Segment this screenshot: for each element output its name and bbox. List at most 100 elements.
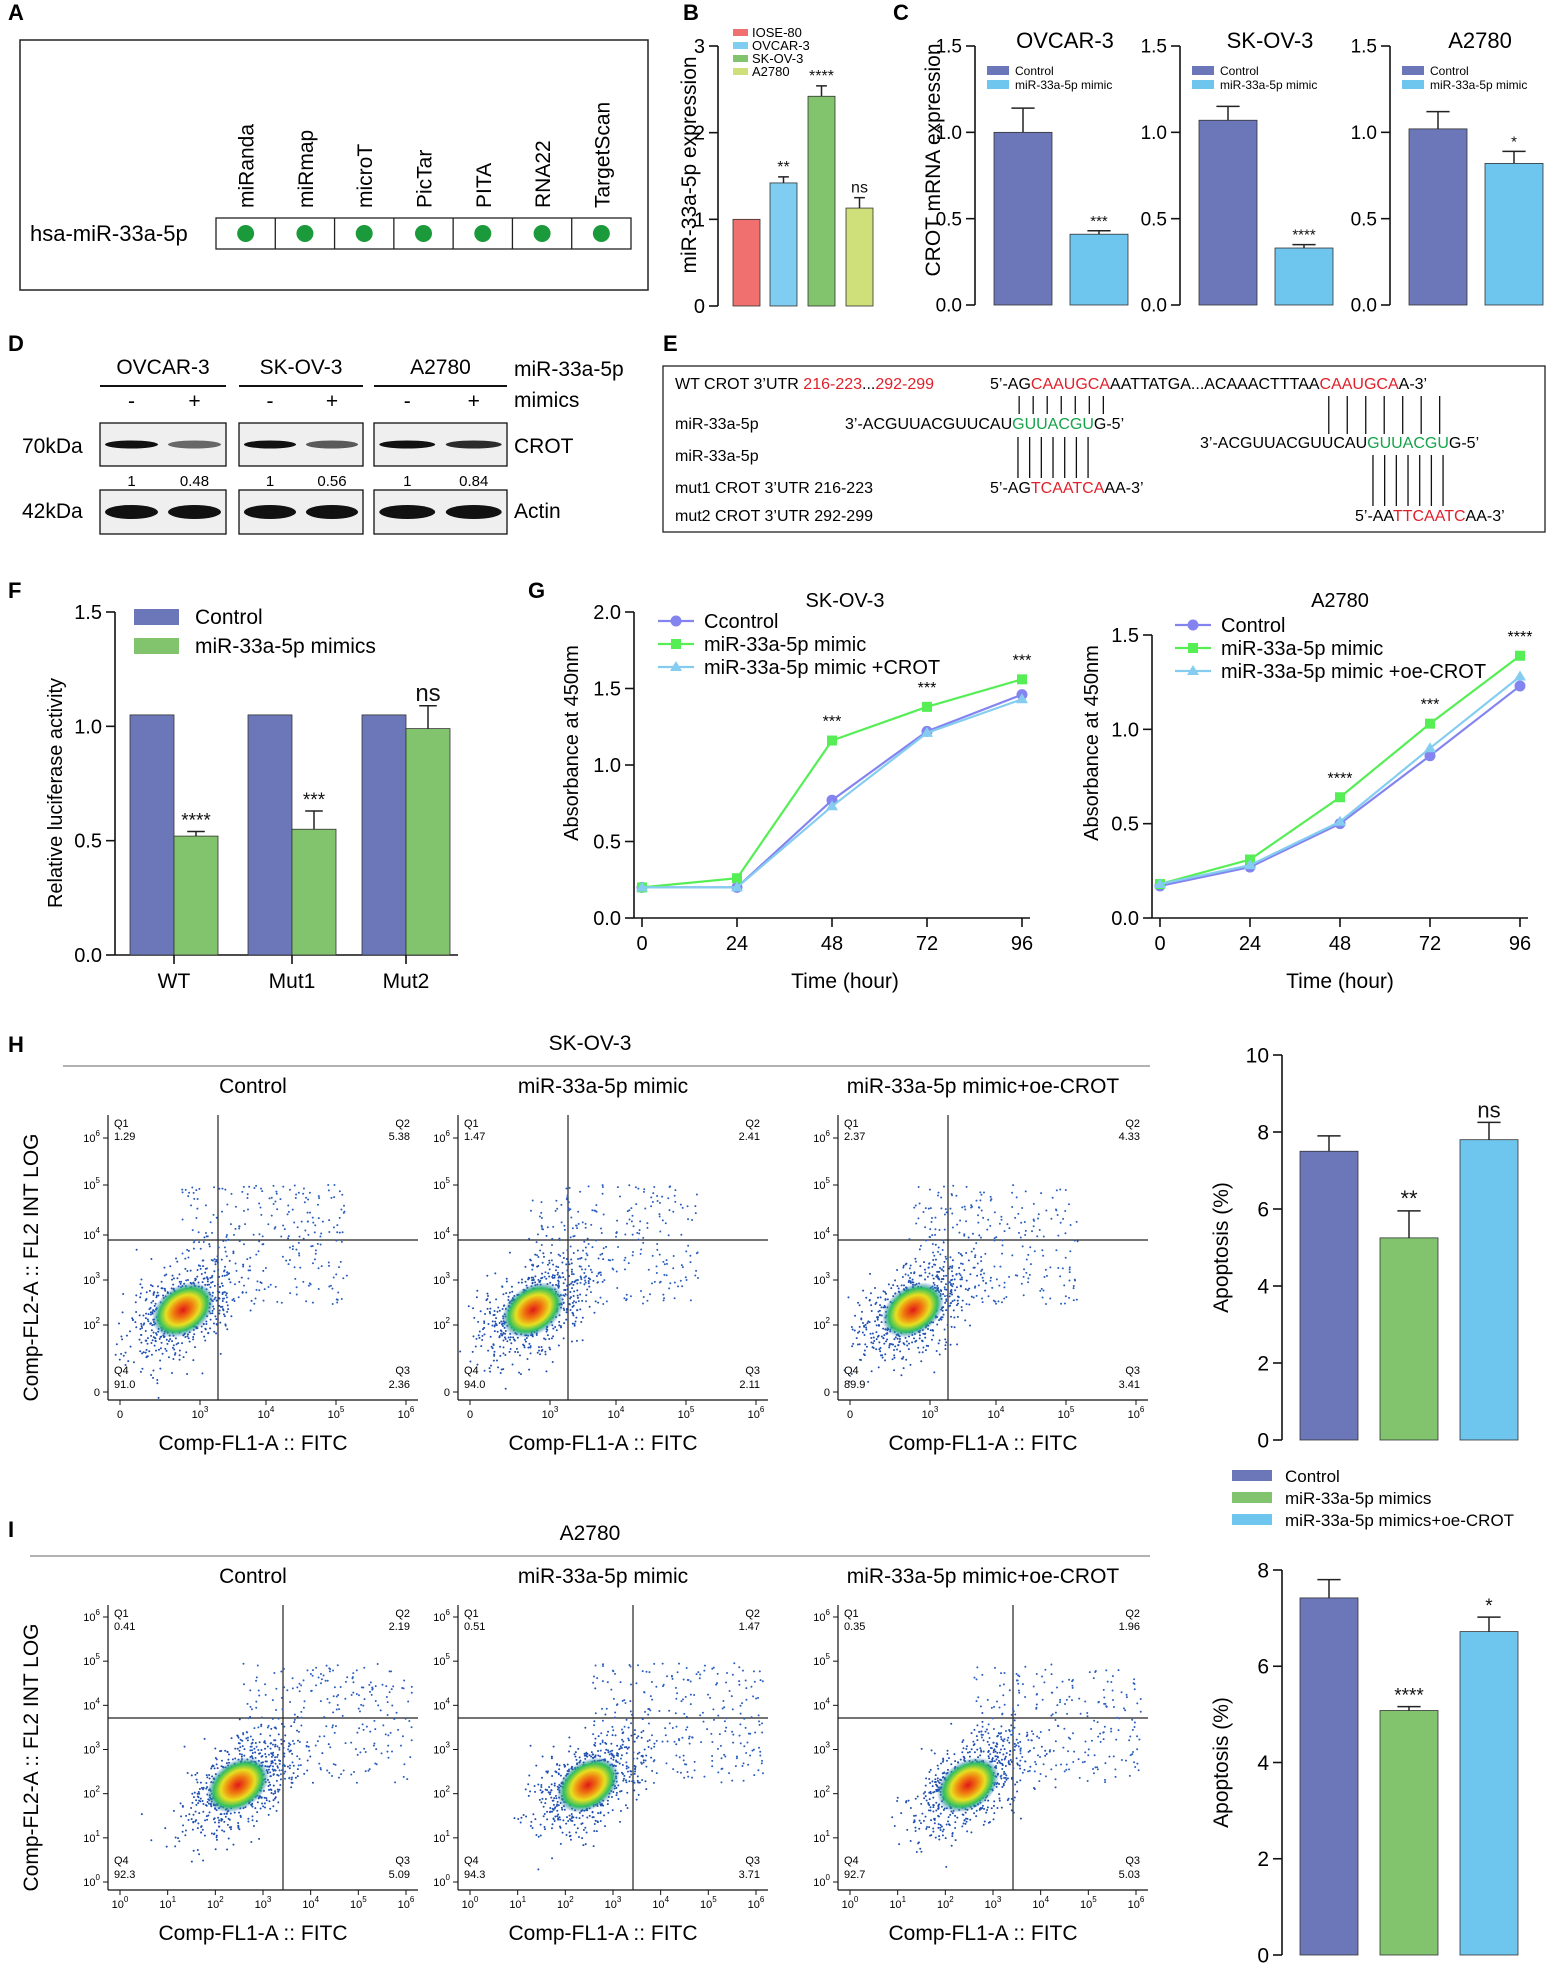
- event-dot: [591, 1209, 593, 1211]
- event-dot: [411, 1726, 413, 1728]
- event-dot: [290, 1786, 292, 1788]
- event-dot: [534, 1275, 536, 1277]
- event-dot: [549, 1807, 551, 1809]
- event-dot: [563, 1289, 565, 1291]
- event-dot: [659, 1231, 661, 1233]
- event-dot: [562, 1832, 564, 1834]
- flow-y-tick-label: 103: [433, 1271, 450, 1287]
- event-dot: [656, 1195, 658, 1197]
- event-dot: [298, 1731, 300, 1733]
- event-dot: [571, 1817, 573, 1819]
- event-dot: [1000, 1216, 1002, 1218]
- event-dot: [544, 1828, 546, 1830]
- event-dot: [557, 1280, 559, 1282]
- event-dot: [283, 1686, 285, 1688]
- event-dot: [945, 1283, 947, 1285]
- event-dot: [619, 1196, 621, 1198]
- point-mimic: [1017, 674, 1027, 684]
- event-dot: [519, 1354, 521, 1356]
- event-dot: [540, 1784, 542, 1786]
- x-tick-label: 0: [636, 933, 647, 955]
- event-dot: [1020, 1237, 1022, 1239]
- event-dot: [213, 1270, 215, 1272]
- event-dot: [1057, 1267, 1059, 1269]
- event-dot: [1064, 1210, 1066, 1212]
- event-dot: [162, 1353, 164, 1355]
- event-dot: [620, 1681, 622, 1683]
- event-dot: [998, 1285, 1000, 1287]
- event-dot: [554, 1820, 556, 1822]
- event-dot: [938, 1271, 940, 1273]
- event-dot: [629, 1218, 631, 1220]
- event-dot: [745, 1752, 747, 1754]
- event-dot: [656, 1243, 658, 1245]
- event-dot: [319, 1735, 321, 1737]
- event-dot: [571, 1813, 573, 1815]
- event-dot: [1069, 1250, 1071, 1252]
- event-dot: [957, 1295, 959, 1297]
- event-dot: [120, 1335, 122, 1337]
- event-dot: [497, 1307, 499, 1309]
- blot-band: [105, 505, 158, 519]
- event-dot: [126, 1335, 128, 1337]
- event-dot: [359, 1751, 361, 1753]
- event-dot: [494, 1325, 496, 1327]
- event-dot: [161, 1287, 163, 1289]
- event-dot: [139, 1296, 141, 1298]
- event-dot: [961, 1206, 963, 1208]
- event-dot: [272, 1752, 274, 1754]
- event-dot: [1027, 1281, 1029, 1283]
- event-dot: [996, 1278, 998, 1280]
- event-dot: [1068, 1280, 1070, 1282]
- event-dot: [873, 1347, 875, 1349]
- event-dot: [385, 1733, 387, 1735]
- event-dot: [512, 1336, 514, 1338]
- event-dot: [644, 1208, 646, 1210]
- event-dot: [1011, 1206, 1013, 1208]
- event-dot: [965, 1252, 967, 1254]
- event-dot: [323, 1735, 325, 1737]
- event-dot: [936, 1274, 938, 1276]
- event-dot: [369, 1691, 371, 1693]
- event-dot: [643, 1759, 645, 1761]
- event-dot: [385, 1685, 387, 1687]
- event-dot: [555, 1771, 557, 1773]
- event-dot: [1001, 1301, 1003, 1303]
- event-dot: [171, 1340, 173, 1342]
- event-dot: [235, 1262, 237, 1264]
- event-dot: [150, 1374, 152, 1376]
- event-dot: [340, 1773, 342, 1775]
- event-dot: [666, 1274, 668, 1276]
- event-dot: [176, 1261, 178, 1263]
- event-dot: [197, 1827, 199, 1829]
- event-dot: [557, 1819, 559, 1821]
- event-dot: [190, 1807, 192, 1809]
- legend-swatch-a2780: [733, 68, 748, 75]
- event-dot: [198, 1812, 200, 1814]
- event-dot: [246, 1731, 248, 1733]
- event-dot: [270, 1728, 272, 1730]
- event-dot: [615, 1236, 617, 1238]
- event-dot: [961, 1309, 963, 1311]
- event-dot: [596, 1677, 598, 1679]
- event-dot: [127, 1360, 129, 1362]
- panelH-flow-title-1: miR-33a-5p mimic: [518, 1075, 688, 1098]
- event-dot: [303, 1707, 305, 1709]
- event-dot: [269, 1775, 271, 1777]
- event-dot: [1004, 1282, 1006, 1284]
- event-dot: [312, 1262, 314, 1264]
- c-legend-mimic: miR-33a-5p mimic: [1015, 78, 1112, 92]
- event-dot: [582, 1815, 584, 1817]
- event-dot: [606, 1300, 608, 1302]
- event-dot: [193, 1198, 195, 1200]
- event-dot: [1049, 1266, 1051, 1268]
- event-dot: [681, 1264, 683, 1266]
- event-dot: [933, 1255, 935, 1257]
- event-dot: [233, 1300, 235, 1302]
- wb-quant-5: 1: [403, 473, 411, 490]
- event-dot: [1046, 1275, 1048, 1277]
- event-dot: [213, 1186, 215, 1188]
- event-dot: [270, 1789, 272, 1791]
- event-dot: [325, 1680, 327, 1682]
- event-dot: [192, 1829, 194, 1831]
